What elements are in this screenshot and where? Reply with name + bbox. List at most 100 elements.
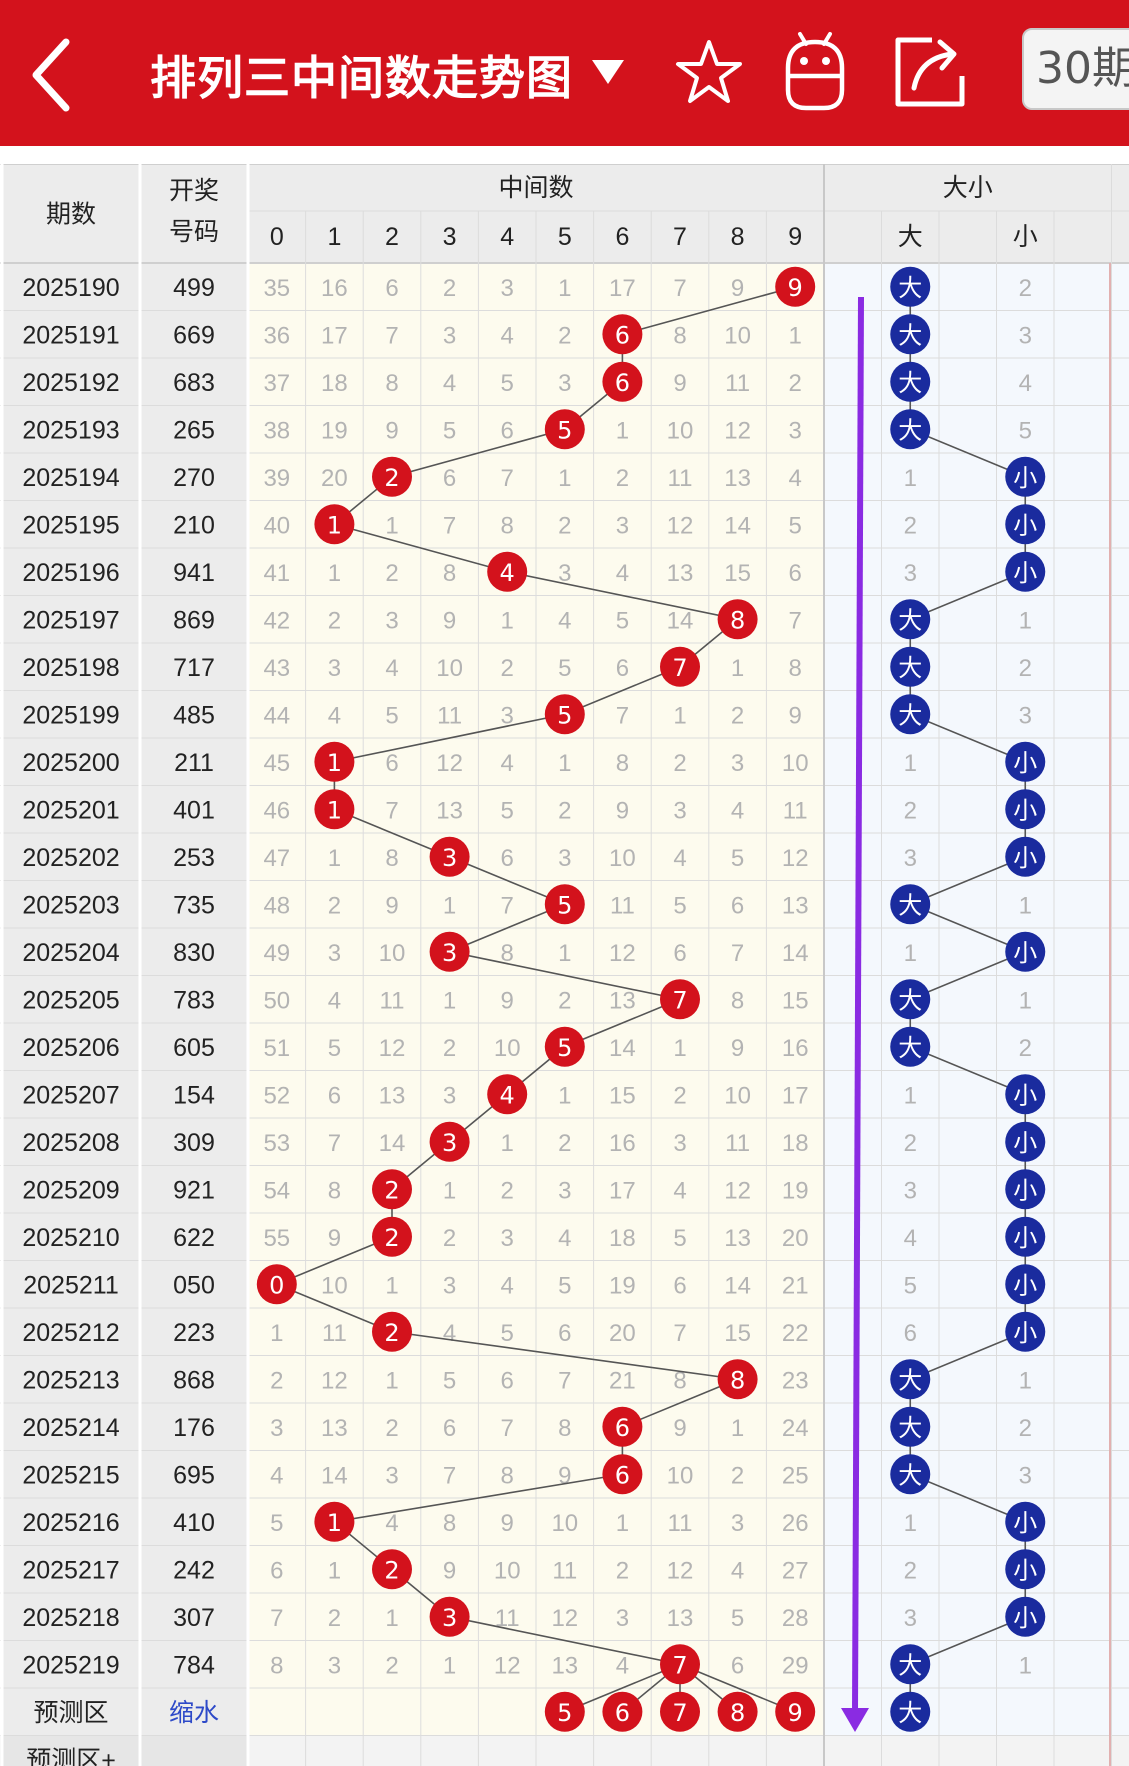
size-miss-value: 3 bbox=[1019, 1462, 1032, 1489]
miss-value: 53 bbox=[263, 1130, 290, 1157]
issue-number: 2025201 bbox=[22, 796, 119, 824]
back-button[interactable] bbox=[26, 30, 86, 120]
predict-ball[interactable] bbox=[660, 1691, 700, 1732]
size-ball bbox=[890, 694, 931, 735]
favorite-button[interactable] bbox=[672, 36, 746, 110]
middle-ball bbox=[544, 694, 585, 735]
title-dropdown-button[interactable] bbox=[590, 54, 626, 90]
miss-value: 8 bbox=[731, 987, 744, 1014]
predict-size-ball[interactable] bbox=[890, 1691, 931, 1732]
miss-value: 1 bbox=[558, 275, 571, 302]
miss-value: 10 bbox=[609, 845, 636, 872]
digit-header: 7 bbox=[673, 223, 687, 251]
middle-ball bbox=[429, 1596, 470, 1637]
miss-value: 2 bbox=[385, 1652, 398, 1679]
miss-value: 9 bbox=[501, 987, 514, 1014]
android-button[interactable] bbox=[780, 28, 850, 114]
top-bar: 排列三中间数走势图 30期 bbox=[0, 0, 1129, 146]
miss-value: 4 bbox=[616, 560, 629, 587]
middle-ball bbox=[775, 266, 816, 307]
miss-value: 10 bbox=[551, 1510, 578, 1537]
size-miss-value: 3 bbox=[904, 560, 917, 587]
miss-value: 6 bbox=[616, 655, 629, 682]
digit-header: 6 bbox=[615, 223, 629, 251]
miss-value: 18 bbox=[609, 1225, 636, 1252]
predict-ball[interactable] bbox=[544, 1691, 585, 1732]
miss-value: 21 bbox=[609, 1367, 636, 1394]
trend-chart-table: 期数开奖号码中间数 大小0 1 2 3 4 5 6 7 8 9 大小2025190 499 35 16 6 2 3… bbox=[0, 164, 1129, 1766]
middle-ball bbox=[717, 1359, 758, 1400]
draw-number: 868 bbox=[173, 1366, 215, 1394]
middle-ball-label: 6 bbox=[615, 369, 630, 397]
miss-value: 8 bbox=[501, 1462, 514, 1489]
period-select-button[interactable]: 30期 bbox=[1022, 28, 1129, 110]
miss-value: 6 bbox=[443, 465, 456, 492]
miss-value: 36 bbox=[263, 322, 290, 349]
size-miss-value: 4 bbox=[1019, 370, 1032, 397]
issue-number: 2025193 bbox=[22, 416, 119, 444]
miss-value: 4 bbox=[385, 655, 398, 682]
miss-value: 5 bbox=[443, 417, 456, 444]
miss-value: 12 bbox=[321, 1367, 348, 1394]
miss-value: 2 bbox=[328, 607, 341, 634]
miss-value: 14 bbox=[667, 607, 694, 634]
draw-number: 869 bbox=[173, 606, 215, 634]
issue-number: 2025191 bbox=[22, 321, 119, 349]
miss-value: 10 bbox=[724, 322, 751, 349]
miss-value: 42 bbox=[263, 607, 290, 634]
predict-ball[interactable] bbox=[717, 1691, 758, 1732]
issue-number: 2025213 bbox=[22, 1366, 119, 1394]
miss-value: 3 bbox=[385, 1462, 398, 1489]
size-ball-label: 小 bbox=[1013, 796, 1037, 824]
middle-ball-label: 5 bbox=[557, 1034, 572, 1062]
size-ball bbox=[890, 1406, 931, 1447]
miss-value: 7 bbox=[385, 322, 398, 349]
middle-ball-label: 2 bbox=[384, 1556, 399, 1584]
miss-value: 4 bbox=[501, 322, 514, 349]
miss-value: 6 bbox=[731, 1652, 744, 1679]
size-miss-value: 3 bbox=[1019, 702, 1032, 729]
shrink-link[interactable]: 缩水 bbox=[169, 1699, 219, 1727]
miss-value: 5 bbox=[501, 1320, 514, 1347]
miss-value: 2 bbox=[731, 702, 744, 729]
draw-number: 695 bbox=[173, 1461, 215, 1489]
issue-number: 2025208 bbox=[22, 1129, 119, 1157]
miss-value: 6 bbox=[501, 417, 514, 444]
page-title[interactable]: 排列三中间数走势图 bbox=[150, 51, 573, 105]
size-ball-label: 小 bbox=[1013, 749, 1037, 777]
miss-value: 8 bbox=[328, 1177, 341, 1204]
size-ball-label: 大 bbox=[898, 274, 922, 302]
miss-value: 7 bbox=[443, 1462, 456, 1489]
issue-number: 2025214 bbox=[22, 1414, 119, 1442]
miss-value: 7 bbox=[673, 1320, 686, 1347]
middle-ball bbox=[487, 1074, 528, 1115]
size-ball-label: 小 bbox=[1013, 939, 1037, 967]
miss-value: 3 bbox=[443, 322, 456, 349]
size-ball bbox=[1005, 456, 1046, 497]
miss-value: 1 bbox=[558, 465, 571, 492]
middle-ball-label: 2 bbox=[384, 464, 399, 492]
size-miss-value: 2 bbox=[904, 512, 917, 539]
predict-ball[interactable] bbox=[602, 1691, 643, 1732]
draw-number: 784 bbox=[173, 1651, 215, 1679]
share-button[interactable] bbox=[890, 32, 970, 112]
draw-number: 050 bbox=[173, 1271, 215, 1299]
middle-ball bbox=[372, 456, 412, 497]
miss-value: 4 bbox=[501, 750, 514, 777]
miss-value: 5 bbox=[270, 1510, 283, 1537]
issue-column-bg bbox=[2, 164, 248, 1766]
miss-value: 7 bbox=[501, 1415, 514, 1442]
size-miss-value: 2 bbox=[904, 797, 917, 824]
middle-ball bbox=[372, 1549, 412, 1590]
size-ball bbox=[890, 979, 931, 1020]
middle-ball-label: 7 bbox=[672, 654, 687, 682]
draw-number: 210 bbox=[173, 511, 215, 539]
star-outline-icon bbox=[676, 40, 742, 103]
miss-value: 12 bbox=[667, 512, 694, 539]
predict-plus-label[interactable]: 预测区+ bbox=[26, 1746, 116, 1766]
miss-value: 11 bbox=[552, 1557, 577, 1584]
miss-value: 10 bbox=[724, 1082, 751, 1109]
miss-value: 12 bbox=[494, 1652, 521, 1679]
size-miss-value: 1 bbox=[1019, 1652, 1032, 1679]
predict-ball[interactable] bbox=[775, 1691, 816, 1732]
